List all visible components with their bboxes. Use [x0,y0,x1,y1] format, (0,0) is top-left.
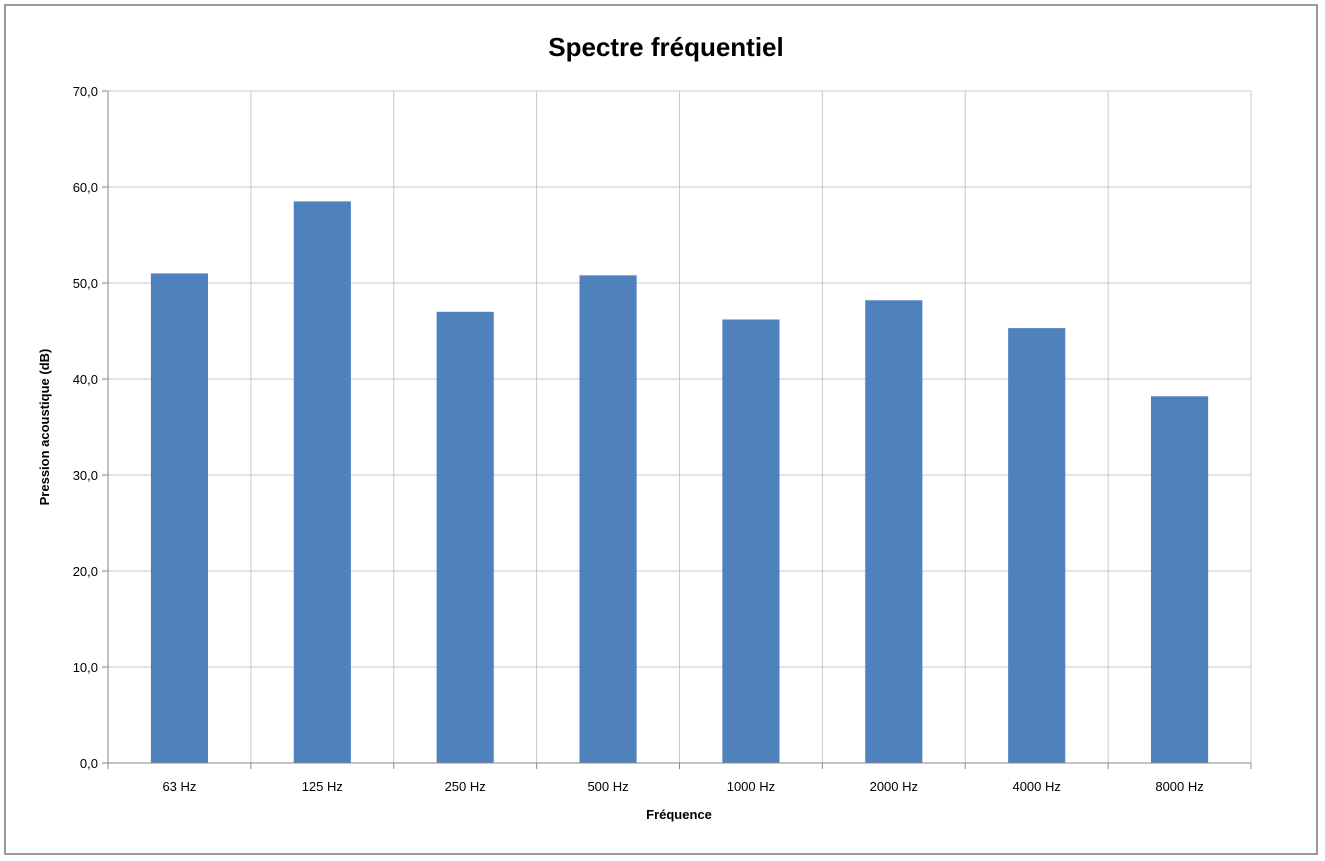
labels-layer: 0,0 10,0 20,0 30,0 40,0 50,0 60,0 70,0 63 Hz 125 … [73,84,1204,794]
y-axis-title: Pression acoustique (dB) [37,349,52,506]
bars-layer [150,201,1209,763]
y-tick-label: 20,0 [73,564,98,579]
x-tick-label: 250 Hz [445,779,486,794]
y-tick-label: 40,0 [73,372,98,387]
y-tick-label: 0,0 [80,756,98,771]
y-tick-label: 30,0 [73,468,98,483]
x-tick-label: 4000 Hz [1012,779,1060,794]
bar-500-hz [579,275,637,763]
bar-2000-hz [865,300,923,763]
bar-125-hz [293,201,351,763]
bar-63-hz [150,273,209,763]
x-tick-label: 125 Hz [302,779,343,794]
y-tick-label: 70,0 [73,84,98,99]
bar-250-hz [436,311,494,763]
chart-frame [4,4,1318,855]
x-tick-label: 63 Hz [162,779,196,794]
y-tick-label: 50,0 [73,276,98,291]
bar-8000-hz [1150,396,1209,763]
x-tick-label: 8000 Hz [1155,779,1203,794]
x-tick-label: 500 Hz [587,779,628,794]
chart-title: Spectre fréquentiel [548,32,784,62]
y-tick-label: 10,0 [73,660,98,675]
bar-4000-hz [1008,328,1066,763]
axes-layer [102,90,1252,769]
x-tick-label: 2000 Hz [870,779,918,794]
x-axis-title: Fréquence [646,807,712,822]
bar-1000-hz [722,319,780,763]
grid-layer [108,90,1252,763]
y-tick-label: 60,0 [73,180,98,195]
x-tick-label: 1000 Hz [727,779,775,794]
